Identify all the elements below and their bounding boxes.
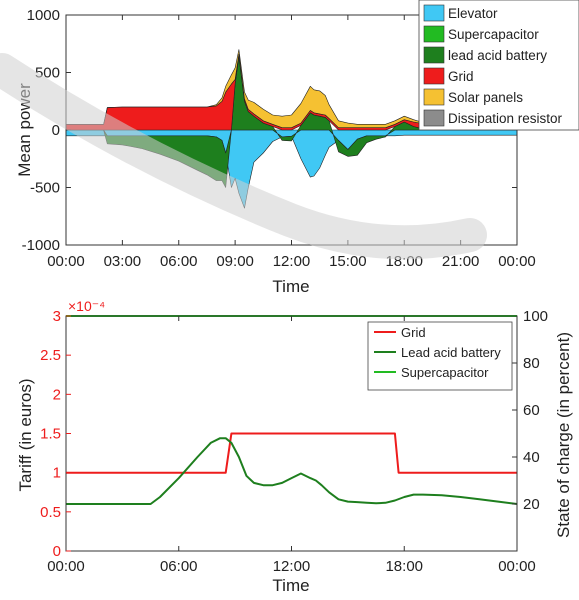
legend-entry-label: Elevator [448,6,498,21]
tariff-x-axis-label: Time [272,576,309,595]
x-tick-label: 15:00 [329,253,367,270]
line-grid [66,432,517,474]
x-tick-label: 18:00 [385,253,423,270]
legend-entry-label: Supercapacitor [401,365,489,380]
y2-tick-label: 40 [523,449,540,466]
tariff-y-axis-label: Tariff (in euros) [16,378,35,491]
legend-entry-label: Solar panels [448,90,523,105]
y-tick-label: 2 [53,386,61,403]
legend-swatch [423,46,445,64]
legend-entry-label: Grid [401,325,426,340]
y-tick-label: 2.5 [40,347,61,364]
legend-entry-label: Dissipation resistor [448,111,563,126]
x-tick-label: 18:00 [385,558,423,575]
x-tick-label: 12:00 [273,253,311,270]
y-tick-label: 0 [52,122,60,139]
y-tick-label: 500 [35,65,60,82]
x-tick-label: 21:00 [442,253,480,270]
y-tick-label: 1 [53,465,61,482]
tariff-exponent-label: ×10⁻⁴ [68,298,105,314]
x-tick-label: 03:00 [104,253,142,270]
y-tick-label: 1.5 [40,426,61,443]
y-tick-label: -1000 [22,237,60,254]
legend-swatch [423,67,445,85]
x-tick-label: 12:00 [273,558,311,575]
tariff-axis-ticks: 00:00 06:00 12:00 18:00 00:0000.511.522.5320… [40,308,548,575]
legend-swatch [423,25,445,43]
line-lead-acid-battery [66,437,518,505]
legend-swatch [423,4,445,22]
y2-tick-label: 20 [523,496,540,513]
legend-entry-label: Supercapacitor [448,27,539,42]
legend-swatch [423,109,445,127]
y-tick-label: 0 [53,543,61,560]
y2-tick-label: 60 [523,402,540,419]
tariff-legend: Grid Lead acid battery Supercapacitor [367,321,513,391]
y2-tick-label: 80 [523,355,540,372]
power-x-axis-label: Time [272,277,309,296]
y-tick-label: 3 [53,308,61,325]
legend-entry-label: lead acid battery [448,48,547,63]
x-tick-label: 09:00 [216,253,254,270]
legend-box [367,321,513,391]
legend-entry-label: Lead acid battery [401,345,501,360]
x-tick-label: 00:00 [47,558,85,575]
x-tick-label: 00:00 [498,558,536,575]
y-tick-label: 0.5 [40,504,61,521]
tariff-soc-chart: 00:00 06:00 12:00 18:00 00:0000.511.522.5320… [16,298,573,595]
x-tick-label: 06:00 [160,253,198,270]
y-tick-label: 1000 [27,7,60,24]
x-tick-label: 06:00 [160,558,198,575]
power-chart: 00:00 03:00 06:00 09:00 12:00 15:00 18:00 21:00… [15,0,579,296]
power-legend: Elevator Supercapacitor lead acid battery G… [418,0,579,131]
power-y-axis-label: Mean power [15,83,34,177]
y-tick-label: -500 [30,180,60,197]
y2-tick-label: 100 [523,308,548,325]
x-tick-label: 00:00 [498,253,536,270]
legend-swatch [423,88,445,106]
x-tick-label: 00:00 [47,253,85,270]
legend-entry-label: Grid [448,69,474,84]
soc-y-axis-label: State of charge (in percent) [554,332,573,538]
